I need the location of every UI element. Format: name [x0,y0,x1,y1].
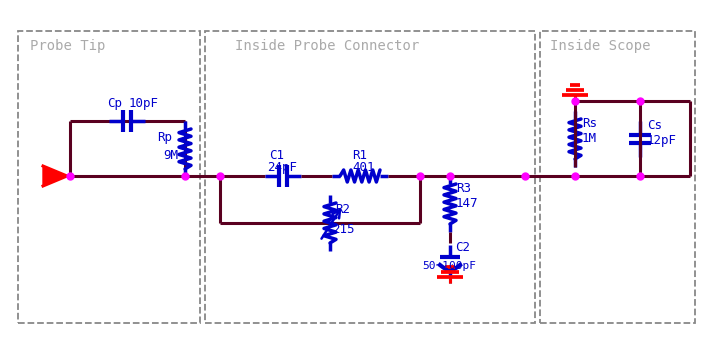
Text: Inside Probe Connector: Inside Probe Connector [235,39,419,53]
Text: R1: R1 [352,149,367,162]
Text: 10pF: 10pF [129,97,159,110]
Bar [205,31,535,323]
Text: 215: 215 [332,223,355,236]
Text: Probe Tip: Probe Tip [30,39,105,53]
Text: R3: R3 [456,182,471,195]
Text: 9M: 9M [163,149,178,162]
Text: 50~100pF: 50~100pF [422,261,476,271]
Text: C1: C1 [269,149,284,162]
Text: Cs: Cs [647,119,662,132]
Text: Cp: Cp [107,97,122,110]
Text: Inside Scope: Inside Scope [550,39,651,53]
Bar [18,31,200,323]
Text: Rs: Rs [582,117,597,130]
Text: 147: 147 [456,197,479,210]
Text: 1M: 1M [582,132,597,145]
Text: 12pF: 12pF [647,134,677,147]
Text: C2: C2 [455,241,470,254]
Text: 401: 401 [352,161,374,174]
Bar [540,31,695,323]
Text: Rp: Rp [157,131,172,144]
Polygon shape [43,166,67,186]
Text: R2: R2 [335,203,350,216]
Text: 24pF: 24pF [267,161,297,174]
